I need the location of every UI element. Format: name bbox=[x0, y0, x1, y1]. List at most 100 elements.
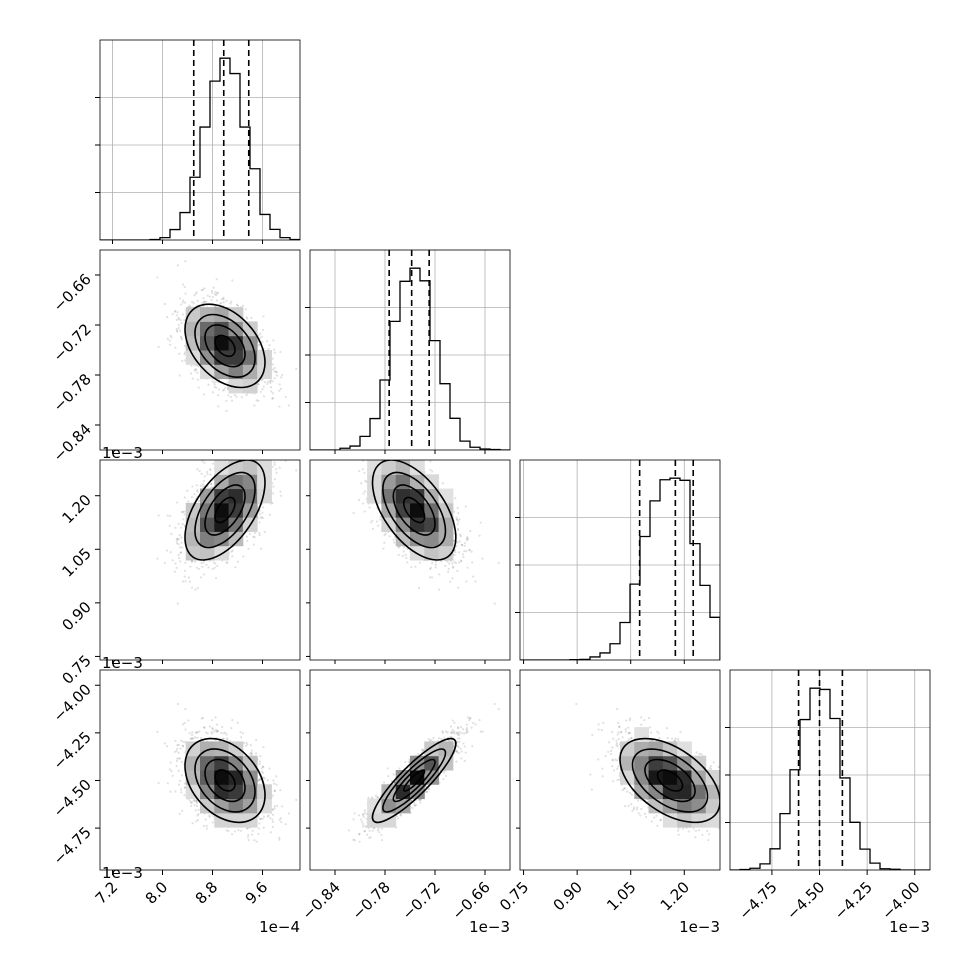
sample-point bbox=[271, 363, 275, 366]
sample-point bbox=[187, 500, 190, 503]
sample-point bbox=[234, 566, 237, 569]
sample-point bbox=[466, 539, 469, 542]
sample-point bbox=[363, 490, 367, 493]
sample-point bbox=[194, 588, 197, 591]
sample-point bbox=[222, 296, 225, 299]
sample-point bbox=[273, 370, 276, 373]
sample-point bbox=[210, 482, 213, 486]
sample-point bbox=[275, 468, 278, 471]
density-cell bbox=[185, 321, 201, 337]
density-cell bbox=[228, 488, 244, 504]
sample-point bbox=[202, 561, 205, 564]
sample-point bbox=[176, 537, 179, 540]
sample-point bbox=[269, 386, 273, 389]
sample-point bbox=[235, 395, 238, 398]
sample-point bbox=[173, 570, 176, 573]
sample-point bbox=[209, 473, 212, 476]
sample-point bbox=[184, 260, 187, 263]
sample-point bbox=[235, 457, 237, 459]
sample-point bbox=[280, 376, 283, 379]
sample-point bbox=[206, 473, 209, 476]
sample-point bbox=[208, 468, 212, 471]
sample-point bbox=[169, 334, 172, 337]
density-cell bbox=[228, 531, 244, 547]
sample-point bbox=[271, 465, 274, 468]
sample-point bbox=[168, 524, 171, 527]
sample-point bbox=[183, 351, 187, 354]
density-cell bbox=[242, 335, 258, 351]
sample-point bbox=[269, 381, 272, 385]
sample-point bbox=[254, 434, 256, 436]
sample-point bbox=[258, 521, 261, 524]
sample-point bbox=[188, 304, 191, 307]
sample-point bbox=[183, 513, 186, 516]
sample-point bbox=[252, 535, 255, 538]
sample-point bbox=[382, 547, 385, 550]
density-content bbox=[352, 452, 500, 605]
sample-point bbox=[196, 489, 199, 492]
sample-point bbox=[255, 399, 258, 402]
sample-point bbox=[212, 286, 215, 289]
sample-point bbox=[383, 534, 386, 537]
axes-frame bbox=[99, 249, 301, 451]
sample-point bbox=[191, 485, 194, 488]
sample-point bbox=[272, 492, 275, 495]
sample-point bbox=[272, 339, 275, 342]
sample-point bbox=[166, 514, 169, 517]
sample-point bbox=[275, 471, 278, 474]
sample-point bbox=[213, 385, 216, 389]
sample-point bbox=[244, 443, 246, 445]
sample-point bbox=[183, 575, 186, 578]
sample-point bbox=[180, 526, 183, 529]
sample-point bbox=[180, 335, 183, 338]
sample-point bbox=[259, 516, 262, 519]
sample-point bbox=[195, 566, 198, 569]
sample-point bbox=[211, 291, 214, 294]
sample-point bbox=[371, 527, 375, 530]
sample-point bbox=[256, 457, 258, 459]
sample-point bbox=[176, 537, 179, 541]
sample-point bbox=[257, 383, 260, 386]
sample-point bbox=[281, 432, 283, 434]
sample-point bbox=[267, 457, 269, 459]
sample-point bbox=[271, 501, 274, 505]
sample-point bbox=[358, 452, 360, 454]
sample-point bbox=[284, 460, 287, 462]
sample-point bbox=[273, 461, 276, 464]
sample-point bbox=[214, 380, 217, 383]
sample-point bbox=[271, 392, 274, 395]
sample-point bbox=[269, 379, 272, 382]
sample-point bbox=[363, 471, 366, 474]
sample-point bbox=[176, 311, 179, 314]
sample-point bbox=[171, 559, 174, 562]
sample-point bbox=[262, 395, 266, 398]
density-cell bbox=[228, 350, 244, 365]
sample-point bbox=[272, 431, 274, 433]
sample-point bbox=[388, 535, 391, 538]
sample-point bbox=[199, 576, 202, 579]
sample-point bbox=[198, 567, 201, 571]
axes-frame bbox=[729, 669, 931, 871]
density-cell bbox=[214, 460, 230, 475]
sample-point bbox=[397, 546, 401, 549]
sample-point bbox=[287, 404, 290, 407]
sample-point bbox=[175, 327, 178, 331]
sample-point bbox=[166, 337, 169, 340]
sample-point bbox=[272, 442, 274, 444]
sample-point bbox=[253, 454, 255, 456]
sample-point bbox=[184, 580, 187, 583]
sample-point bbox=[258, 533, 261, 537]
sample-point bbox=[463, 541, 466, 545]
sample-point bbox=[261, 516, 264, 520]
sample-point bbox=[168, 339, 171, 342]
sample-point bbox=[227, 456, 229, 458]
density-content bbox=[156, 431, 298, 605]
sample-point bbox=[278, 456, 280, 458]
sample-point bbox=[402, 546, 406, 549]
sample-point bbox=[273, 463, 276, 466]
sample-point bbox=[192, 302, 195, 305]
sample-point bbox=[180, 536, 183, 539]
sample-point bbox=[177, 553, 180, 556]
sample-point bbox=[184, 561, 187, 564]
sample-point bbox=[181, 283, 185, 286]
